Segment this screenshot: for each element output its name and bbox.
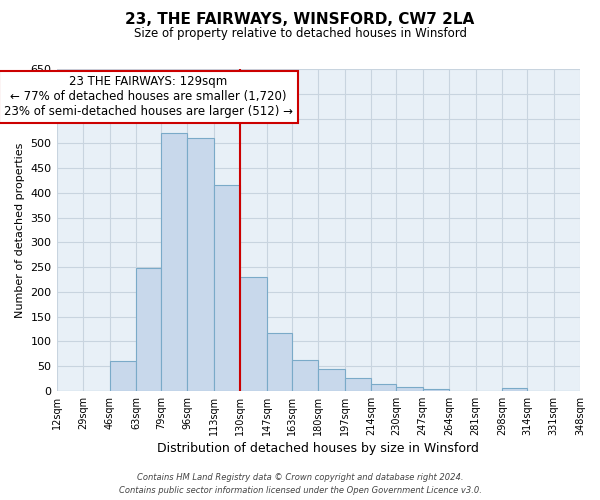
Bar <box>161 134 187 391</box>
Bar <box>136 268 161 391</box>
Bar <box>187 138 214 391</box>
Bar <box>422 389 449 391</box>
Bar <box>502 388 527 391</box>
Text: 23, THE FAIRWAYS, WINSFORD, CW7 2LA: 23, THE FAIRWAYS, WINSFORD, CW7 2LA <box>125 12 475 28</box>
Bar <box>110 361 136 391</box>
Bar <box>318 368 345 391</box>
Text: 23 THE FAIRWAYS: 129sqm
← 77% of detached houses are smaller (1,720)
23% of semi: 23 THE FAIRWAYS: 129sqm ← 77% of detache… <box>4 76 293 118</box>
Text: Contains HM Land Registry data © Crown copyright and database right 2024.
Contai: Contains HM Land Registry data © Crown c… <box>119 474 481 495</box>
Bar <box>241 277 267 391</box>
X-axis label: Distribution of detached houses by size in Winsford: Distribution of detached houses by size … <box>157 442 479 455</box>
Bar <box>371 384 396 391</box>
Y-axis label: Number of detached properties: Number of detached properties <box>15 142 25 318</box>
Bar <box>345 378 371 391</box>
Text: Size of property relative to detached houses in Winsford: Size of property relative to detached ho… <box>133 28 467 40</box>
Bar <box>267 333 292 391</box>
Bar <box>214 186 241 391</box>
Bar <box>396 387 422 391</box>
Bar <box>292 360 318 391</box>
